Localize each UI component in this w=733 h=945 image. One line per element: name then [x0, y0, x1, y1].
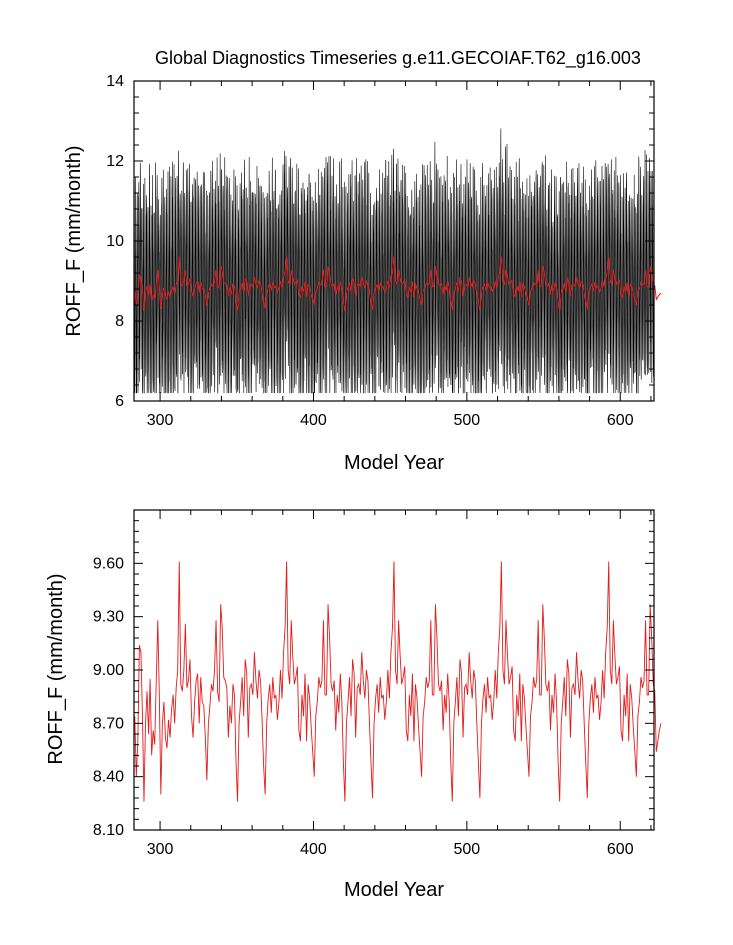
bottom-plot-area: [134, 561, 662, 802]
y-tick-label: 14: [106, 73, 124, 90]
y-tick-label: 6: [115, 393, 124, 410]
y-tick-label: 8: [115, 313, 124, 330]
y-tick-label: 8.40: [93, 769, 124, 786]
series-monthly-line: [133, 128, 655, 394]
top-panel: 300 400 500 600 6 8 10 12 14 Model Year ROFF_F (…: [63, 73, 662, 474]
y-tick-label: 9.60: [93, 555, 124, 572]
bottom-y-axis-title: ROFF_F (mm/month): [45, 573, 67, 764]
y-tick-label: 10: [106, 233, 124, 250]
figure-title: Global Diagnostics Timeseries g.e11.GECO…: [155, 48, 641, 69]
y-tick-label: 8.10: [93, 822, 124, 839]
y-tick-label: 8.70: [93, 715, 124, 732]
x-tick-label: 600: [607, 412, 634, 429]
y-tick-label: 9.00: [93, 662, 124, 679]
x-tick-label: 300: [147, 841, 174, 858]
top-plot-area: [133, 128, 662, 394]
x-tick-label: 500: [454, 841, 481, 858]
y-tick-label: 12: [106, 153, 124, 170]
bottom-axes: 300 400 500 600 8.10 8.40 8.70 9.00 9.30 9.60: [93, 509, 654, 858]
top-axes: 300 400 500 600 6 8 10 12 14: [106, 73, 654, 429]
x-tick-label: 600: [607, 841, 634, 858]
bottom-panel: 300 400 500 600 8.10 8.40 8.70 9.00 9.30 9.60 Mod…: [45, 509, 662, 901]
bottom-x-axis-title: Model Year: [344, 879, 444, 901]
series-annual-line-top: [134, 256, 662, 311]
top-y-axis-title: ROFF_F (mm/month): [63, 145, 85, 336]
y-tick-label: 9.30: [93, 609, 124, 626]
x-tick-label: 400: [300, 412, 327, 429]
top-x-axis-title: Model Year: [344, 452, 444, 474]
x-tick-label: 300: [147, 412, 174, 429]
x-tick-label: 400: [300, 841, 327, 858]
series-annual-line-bottom: [134, 561, 662, 802]
x-tick-label: 500: [454, 412, 481, 429]
